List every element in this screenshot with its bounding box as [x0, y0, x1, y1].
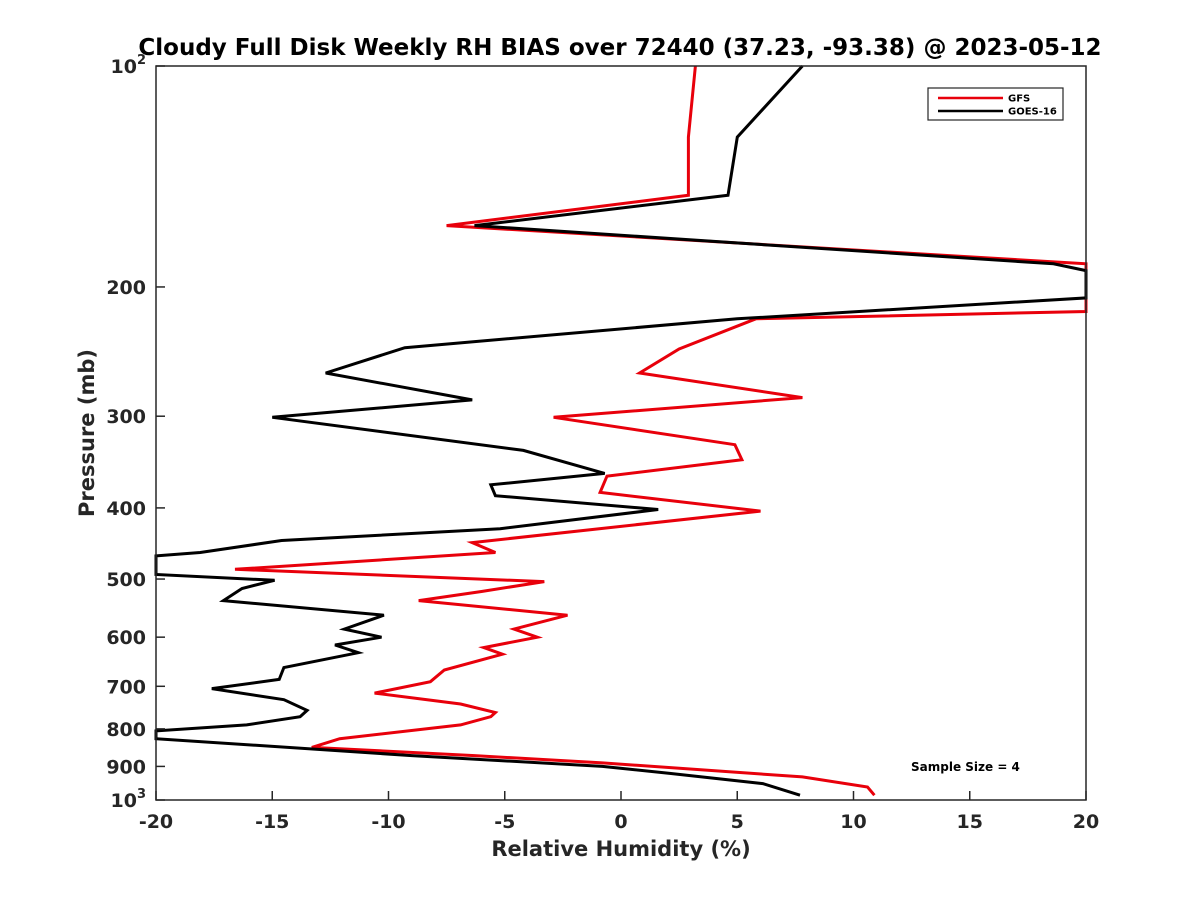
y-tick-label: 500 — [106, 569, 146, 591]
x-tick-label: 0 — [614, 811, 627, 833]
y-axis-label: Pressure (mb) — [75, 349, 99, 517]
x-tick-label: 20 — [1073, 811, 1099, 833]
chart-title: Cloudy Full Disk Weekly RH BIAS over 724… — [138, 35, 1101, 61]
plot-lines — [154, 64, 1088, 797]
series-line-goes-16 — [154, 64, 1088, 797]
x-tick-label: -15 — [255, 811, 289, 833]
x-tick-label: -20 — [139, 811, 173, 833]
x-tick-label: 10 — [840, 811, 866, 833]
x-axis-label: Relative Humidity (%) — [491, 837, 750, 861]
y-tick-label: 700 — [106, 676, 146, 698]
y-tick-label: 400 — [106, 498, 146, 520]
legend-label: GFS — [1008, 94, 1030, 105]
series-line-gfs — [234, 65, 1088, 797]
y-tick-label: 103 — [111, 787, 147, 812]
legend-label: GOES-16 — [1008, 107, 1057, 118]
y-tick-label: 200 — [106, 277, 146, 299]
x-tick-label: 5 — [731, 811, 744, 833]
plot-frame — [155, 65, 1087, 801]
y-tick-label: 600 — [106, 627, 146, 649]
x-tick-label: -5 — [494, 811, 515, 833]
x-tick-label: 15 — [957, 811, 983, 833]
y-tick-label: 900 — [106, 756, 146, 778]
y-tick-label: 800 — [106, 719, 146, 741]
legend: GFS GOES-16 — [927, 87, 1064, 121]
x-axis: -20 -15 -10 -5 0 5 10 15 20 — [139, 791, 1099, 833]
x-tick-label: -10 — [371, 811, 405, 833]
y-axis: 102 200 300 400 500 600 700 800 900 103 — [106, 53, 165, 812]
y-tick-label: 300 — [106, 406, 146, 428]
legend-box — [927, 87, 1064, 121]
y-tick-label: 102 — [111, 53, 147, 78]
sample-size-annotation: Sample Size = 4 — [911, 760, 1020, 774]
